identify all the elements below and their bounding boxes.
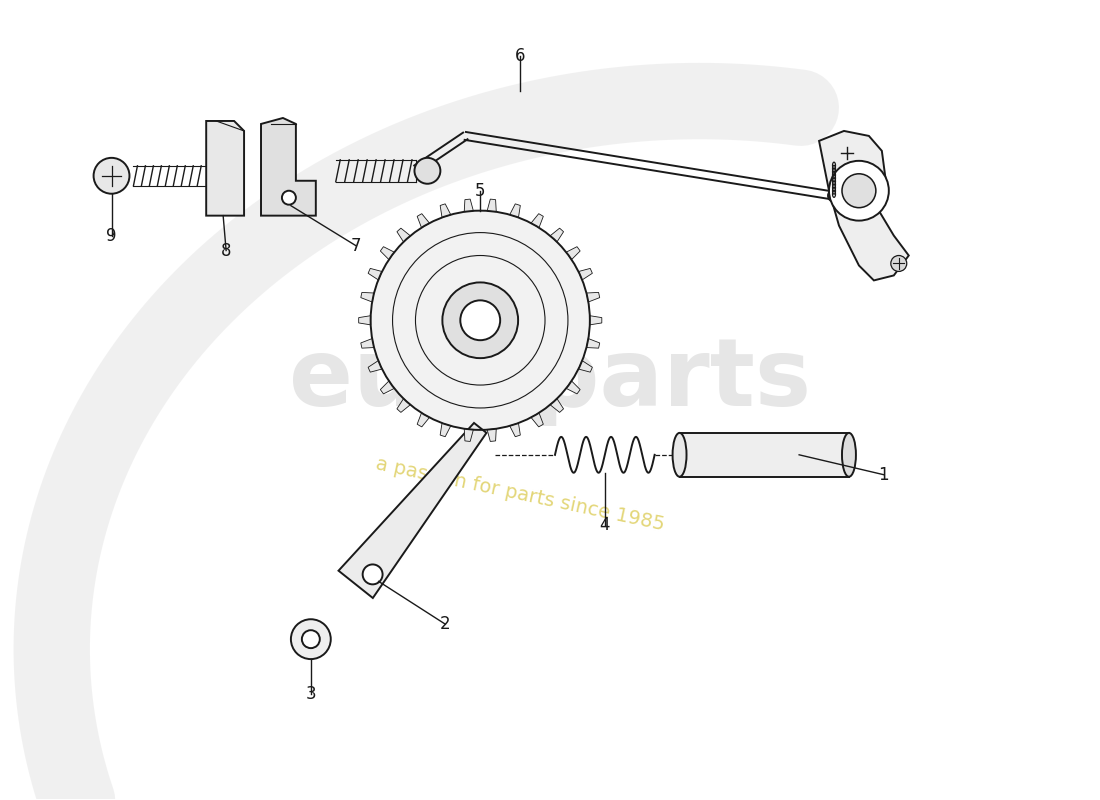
Polygon shape	[261, 118, 316, 216]
Circle shape	[290, 619, 331, 659]
Circle shape	[891, 255, 906, 271]
Polygon shape	[440, 423, 451, 437]
Circle shape	[460, 300, 500, 340]
Polygon shape	[509, 423, 520, 437]
Polygon shape	[339, 423, 486, 598]
Circle shape	[282, 190, 296, 205]
Circle shape	[94, 158, 130, 194]
Polygon shape	[487, 429, 496, 442]
Text: 1: 1	[879, 466, 889, 484]
Polygon shape	[550, 228, 563, 242]
Polygon shape	[531, 413, 543, 427]
Text: 6: 6	[515, 47, 526, 65]
Polygon shape	[464, 199, 473, 212]
Polygon shape	[206, 121, 244, 216]
Text: 9: 9	[107, 226, 117, 245]
Polygon shape	[361, 338, 374, 348]
Polygon shape	[361, 293, 374, 302]
Polygon shape	[579, 269, 593, 280]
Circle shape	[829, 161, 889, 221]
Polygon shape	[531, 214, 543, 228]
Text: a passion for parts since 1985: a passion for parts since 1985	[374, 454, 667, 534]
Polygon shape	[820, 131, 909, 281]
Ellipse shape	[842, 433, 856, 477]
Ellipse shape	[672, 433, 686, 477]
Polygon shape	[368, 269, 382, 280]
Circle shape	[301, 630, 320, 648]
Polygon shape	[487, 199, 496, 212]
Polygon shape	[368, 361, 382, 372]
Polygon shape	[440, 204, 451, 218]
Text: 4: 4	[600, 515, 610, 534]
Polygon shape	[550, 398, 563, 412]
Polygon shape	[586, 338, 600, 348]
Polygon shape	[566, 246, 580, 260]
Polygon shape	[397, 398, 410, 412]
Circle shape	[842, 174, 876, 208]
Text: 8: 8	[221, 242, 231, 259]
Text: 7: 7	[351, 237, 361, 254]
Text: 5: 5	[475, 182, 485, 200]
Polygon shape	[359, 316, 371, 325]
Polygon shape	[509, 204, 520, 218]
Polygon shape	[417, 214, 429, 228]
Circle shape	[442, 282, 518, 358]
Polygon shape	[586, 293, 600, 302]
Text: 2: 2	[440, 615, 451, 634]
Circle shape	[828, 190, 840, 202]
Polygon shape	[680, 433, 849, 477]
Circle shape	[371, 210, 590, 430]
Polygon shape	[381, 246, 394, 260]
Polygon shape	[397, 228, 410, 242]
Circle shape	[363, 565, 383, 584]
Polygon shape	[464, 429, 473, 442]
Polygon shape	[590, 316, 602, 325]
Text: europarts: europarts	[289, 334, 811, 426]
Polygon shape	[381, 381, 394, 394]
Polygon shape	[579, 361, 593, 372]
Text: 3: 3	[306, 685, 316, 703]
Polygon shape	[417, 413, 429, 427]
Polygon shape	[566, 381, 580, 394]
Circle shape	[415, 158, 440, 184]
